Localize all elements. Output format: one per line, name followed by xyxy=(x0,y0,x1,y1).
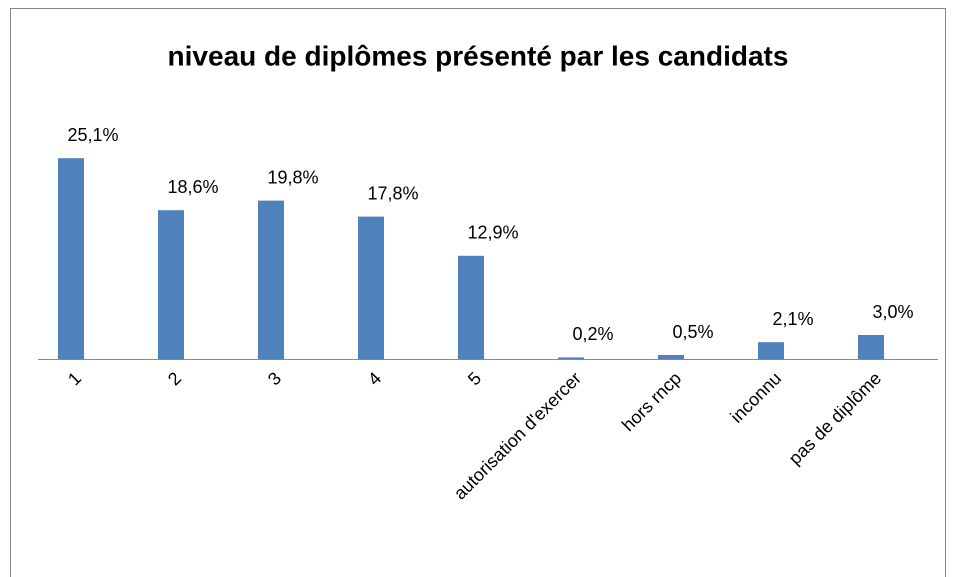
data-label: 0,2% xyxy=(572,324,613,344)
data-label: 25,1% xyxy=(67,125,118,145)
bar xyxy=(658,355,684,359)
bar xyxy=(158,210,184,359)
data-label: 18,6% xyxy=(167,177,218,197)
data-label: 19,8% xyxy=(267,167,318,187)
bar xyxy=(558,357,584,359)
data-label: 0,5% xyxy=(672,322,713,342)
chart-title: niveau de diplômes présenté par les cand… xyxy=(168,40,789,71)
bar xyxy=(58,158,84,359)
data-label: 17,8% xyxy=(367,183,418,203)
data-label: 2,1% xyxy=(772,309,813,329)
bar xyxy=(358,216,384,359)
bar xyxy=(758,342,784,359)
bar xyxy=(458,255,484,359)
data-label: 3,0% xyxy=(872,302,913,322)
bar xyxy=(858,335,884,359)
bar xyxy=(258,200,284,359)
data-label: 12,9% xyxy=(467,223,518,243)
